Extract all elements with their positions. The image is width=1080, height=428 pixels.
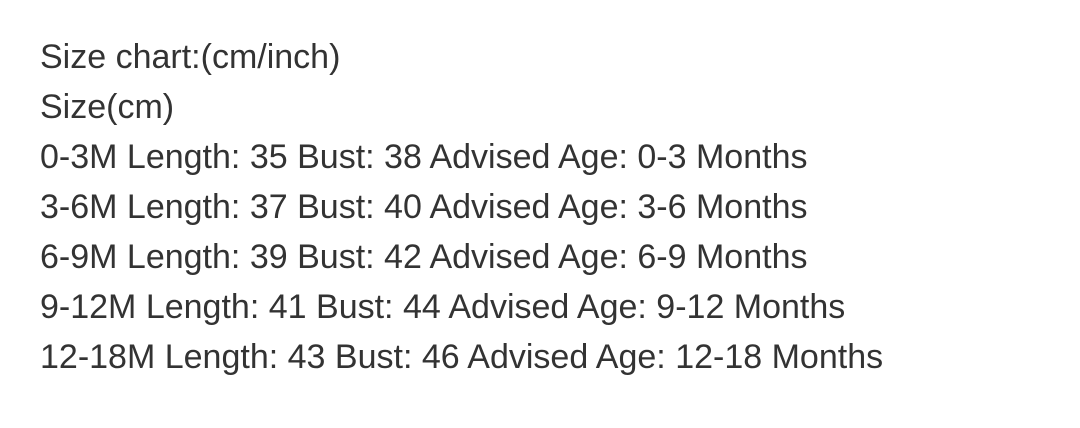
size-value: 12-18M [40,338,156,376]
length-label: Length: [145,288,260,326]
bust-label: Bust: [297,188,375,226]
bust-value: 38 [384,138,422,176]
advised-age-label: Advised Age: [429,138,628,176]
length-value: 43 [287,338,326,376]
advised-age-value: 3-6 Months [637,188,808,226]
length-value: 41 [268,288,307,326]
bust-value: 44 [402,288,441,326]
advised-age-label: Advised Age: [429,188,628,226]
size-chart-row: 0-3M Length: 35 Bust: 38 Advised Age: 0-… [40,132,1060,182]
bust-value: 46 [421,338,460,376]
advised-age-value: 6-9 Months [637,238,808,276]
advised-age-value: 9-12 Months [656,288,846,326]
length-value: 39 [249,238,288,276]
bust-label: Bust: [297,238,375,276]
advised-age-label: Advised Age: [429,238,628,276]
size-chart-row: 6-9M Length: 39 Bust: 42 Advised Age: 6-… [40,232,1060,282]
length-value: 37 [249,188,288,226]
bust-label: Bust: [316,288,394,326]
size-chart-unit-line: Size(cm) [40,88,175,126]
length-label: Length: [164,338,279,376]
bust-value: 42 [384,238,422,276]
size-chart-section: Size chart:(cm/inch) Size(cm) 0-3M Lengt… [40,38,1060,382]
size-value: 9-12M [40,288,137,326]
size-value: 6-9M [40,238,118,276]
bust-label: Bust: [297,138,375,176]
size-value: 3-6M [40,188,118,226]
advised-age-label: Advised Age: [467,338,666,376]
size-chart-row: 9-12M Length: 41 Bust: 44 Advised Age: 9… [40,282,1060,332]
size-chart-row: 12-18M Length: 43 Bust: 46 Advised Age: … [40,332,1060,382]
bust-label: Bust: [334,338,413,376]
size-chart-title: Size chart:(cm/inch) [40,38,341,76]
bust-value: 40 [384,188,422,226]
advised-age-label: Advised Age: [448,288,647,326]
advised-age-value: 12-18 Months [675,338,884,376]
length-label: Length: [126,238,241,276]
advised-age-value: 0-3 Months [637,138,808,176]
size-chart-row: 3-6M Length: 37 Bust: 40 Advised Age: 3-… [40,182,1060,232]
length-value: 35 [249,138,288,176]
length-label: Length: [126,138,241,176]
size-value: 0-3M [40,138,118,176]
length-label: Length: [126,188,241,226]
